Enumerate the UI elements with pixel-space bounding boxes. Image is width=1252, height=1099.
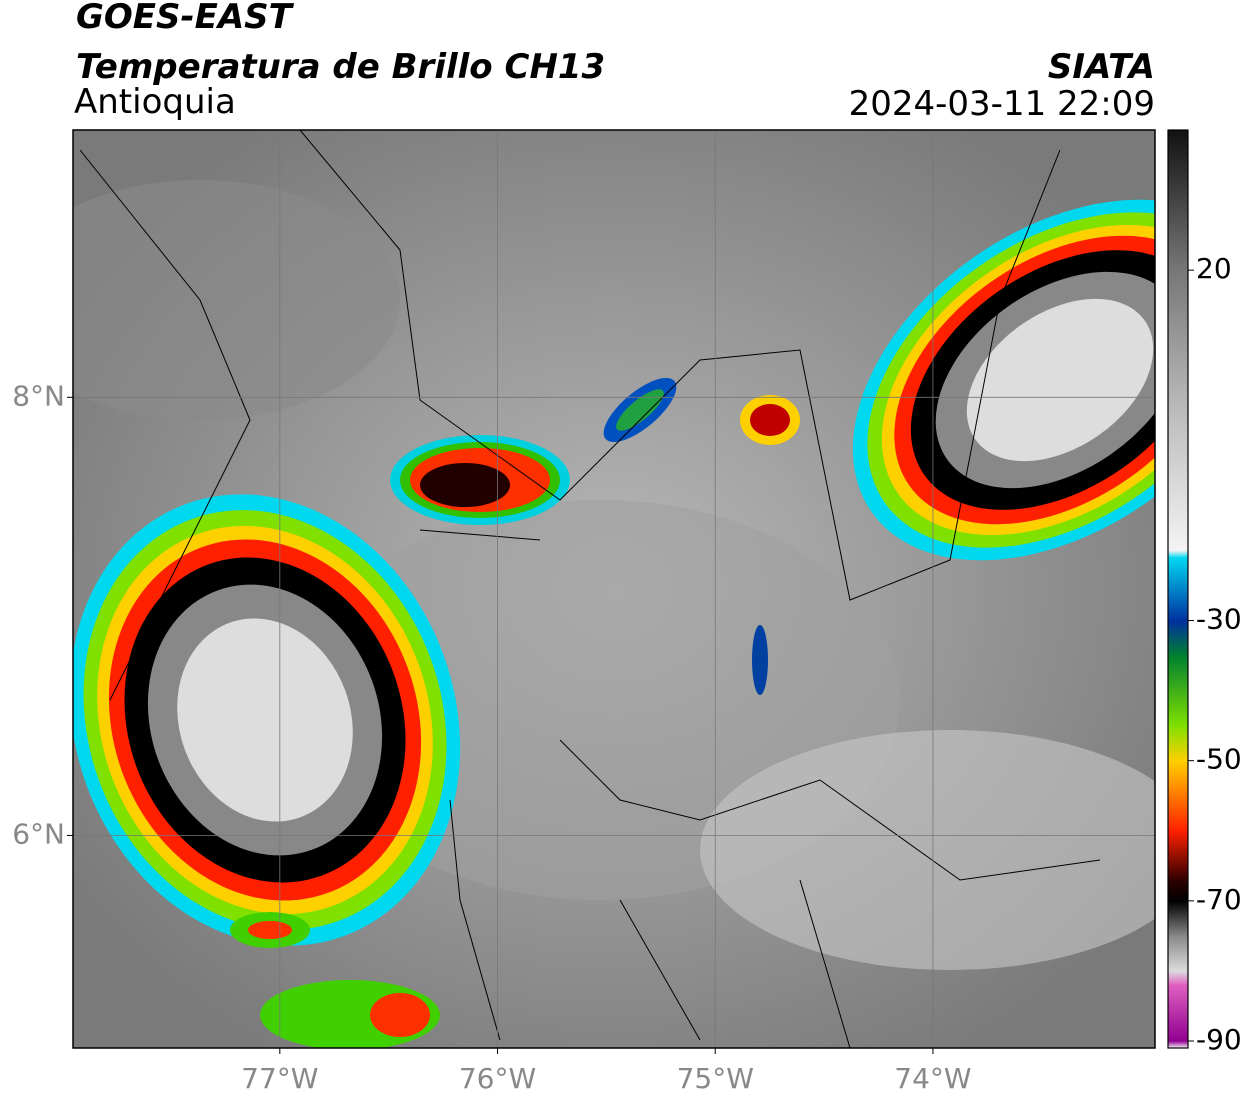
- imagery: [73, 130, 1155, 1048]
- colorbar-segment: [1168, 984, 1188, 1042]
- colorbar-segment: [1168, 130, 1188, 201]
- colorbar-tick-label: 20: [1196, 252, 1232, 285]
- title: GOES-EAST: [76, 0, 295, 37]
- colorbar-segment: [1168, 879, 1188, 902]
- colorbar-segment: [1168, 200, 1188, 271]
- storm-east: [852, 199, 1155, 561]
- colorbar-segment: [1168, 550, 1188, 558]
- colorbar-segment: [1168, 900, 1188, 937]
- source: SIATA: [1048, 47, 1155, 87]
- storm-west: [73, 494, 461, 946]
- colorbar-tick-label: -90: [1196, 1023, 1242, 1056]
- colorbar-segment: [1168, 270, 1188, 411]
- colorbar-segment: [1168, 830, 1188, 881]
- colorbar-segment: [1168, 725, 1188, 762]
- colorbar-segment: [1168, 410, 1188, 551]
- x-tick-label: 74°W: [894, 1062, 971, 1095]
- region: Antioquia: [74, 82, 236, 122]
- y-tick-label: 6°N: [12, 817, 65, 850]
- colorbar-segment: [1168, 557, 1188, 622]
- colorbar-frame: [1167, 129, 1189, 1049]
- colorbar-segment: [1168, 935, 1188, 972]
- colorbar-tick-label: -50: [1196, 743, 1242, 776]
- grid: [73, 130, 1155, 1048]
- colorbar-segment: [1168, 1040, 1188, 1049]
- x-tick-label: 76°W: [459, 1062, 536, 1095]
- colorbar-segment: [1168, 760, 1188, 832]
- colorbar-segment: [1168, 620, 1188, 657]
- colorbar-tick-label: -30: [1196, 603, 1242, 636]
- map-frame: [72, 129, 1156, 1049]
- x-tick-label: 75°W: [677, 1062, 754, 1095]
- borders: [79, 130, 1101, 1048]
- colorbar-tick-label: -70: [1196, 883, 1242, 916]
- y-tick-label: 8°N: [12, 379, 65, 412]
- datetime: 2024-03-11 22:09: [849, 84, 1155, 124]
- colorbar-segment: [1168, 970, 1188, 986]
- colorbar-segment: [1168, 655, 1188, 727]
- colorbar: [1168, 130, 1188, 1049]
- x-tick-label: 77°W: [241, 1062, 318, 1095]
- subtitle: Temperatura de Brillo CH13: [76, 47, 605, 87]
